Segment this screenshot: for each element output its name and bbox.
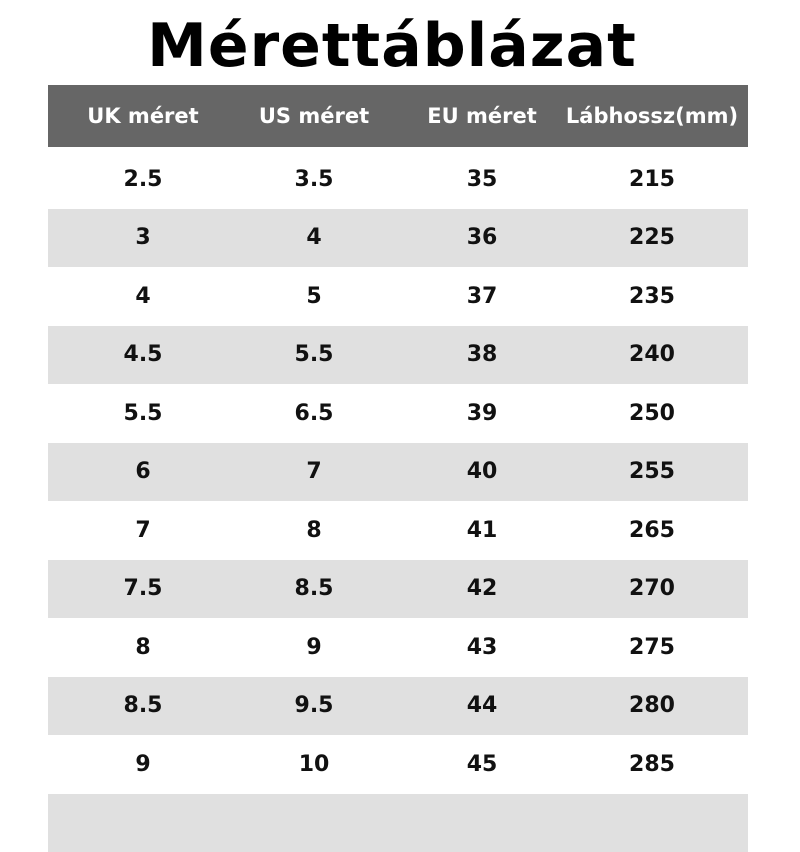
eu-size-cell: 41 bbox=[467, 518, 498, 543]
foot-length-cell: 240 bbox=[629, 342, 675, 367]
page-title: Mérettáblázat bbox=[0, 6, 784, 86]
eu-size-cell: 44 bbox=[467, 693, 498, 718]
foot-length-cell: 250 bbox=[629, 401, 675, 426]
header-foot-length: Lábhossz(mm) bbox=[566, 104, 738, 128]
uk-size-cell: 2.5 bbox=[124, 167, 163, 192]
uk-size-cell: 7 bbox=[135, 518, 150, 543]
table-row: 8 9 43 275 bbox=[48, 618, 748, 677]
table-row: 7.5 8.5 42 270 bbox=[48, 560, 748, 619]
us-size-cell: 8.5 bbox=[295, 576, 334, 601]
eu-size-cell: 36 bbox=[467, 225, 498, 250]
us-size-cell: 6.5 bbox=[295, 401, 334, 426]
uk-size-cell: 6 bbox=[135, 459, 150, 484]
size-table: UK méret US méret EU méret Lábhossz(mm) … bbox=[48, 85, 748, 852]
foot-length-cell: 285 bbox=[629, 752, 675, 777]
table-row: 5.5 6.5 39 250 bbox=[48, 384, 748, 443]
table-header: UK méret US méret EU méret Lábhossz(mm) bbox=[48, 85, 748, 147]
uk-size-cell: 5.5 bbox=[124, 401, 163, 426]
uk-size-cell: 9 bbox=[135, 752, 150, 777]
us-size-cell: 9 bbox=[306, 635, 321, 660]
us-size-cell: 7 bbox=[306, 459, 321, 484]
uk-size-cell: 7.5 bbox=[124, 576, 163, 601]
us-size-cell: 8 bbox=[306, 518, 321, 543]
uk-size-cell: 8 bbox=[135, 635, 150, 660]
table-row: 8.5 9.5 44 280 bbox=[48, 677, 748, 736]
foot-length-cell: 265 bbox=[629, 518, 675, 543]
foot-length-cell: 215 bbox=[629, 167, 675, 192]
eu-size-cell: 43 bbox=[467, 635, 498, 660]
us-size-cell: 10 bbox=[299, 752, 330, 777]
foot-length-cell: 255 bbox=[629, 459, 675, 484]
foot-length-cell: 235 bbox=[629, 284, 675, 309]
eu-size-cell: 42 bbox=[467, 576, 498, 601]
foot-length-cell: 280 bbox=[629, 693, 675, 718]
foot-length-cell: 275 bbox=[629, 635, 675, 660]
header-uk: UK méret bbox=[87, 104, 198, 128]
us-size-cell: 3.5 bbox=[295, 167, 334, 192]
foot-length-cell: 225 bbox=[629, 225, 675, 250]
table-row: 4 5 37 235 bbox=[48, 267, 748, 326]
eu-size-cell: 37 bbox=[467, 284, 498, 309]
eu-size-cell: 45 bbox=[467, 752, 498, 777]
table-row: 7 8 41 265 bbox=[48, 501, 748, 560]
us-size-cell: 9.5 bbox=[295, 693, 334, 718]
table-row: 3 4 36 225 bbox=[48, 209, 748, 268]
table-row: 9 10 45 285 bbox=[48, 735, 748, 794]
uk-size-cell: 8.5 bbox=[124, 693, 163, 718]
us-size-cell: 5.5 bbox=[295, 342, 334, 367]
header-eu: EU méret bbox=[427, 104, 536, 128]
foot-length-cell: 270 bbox=[629, 576, 675, 601]
uk-size-cell: 3 bbox=[135, 225, 150, 250]
table-row bbox=[48, 794, 748, 852]
table-row: 2.5 3.5 35 215 bbox=[48, 150, 748, 209]
table-row: 6 7 40 255 bbox=[48, 443, 748, 502]
us-size-cell: 4 bbox=[306, 225, 321, 250]
us-size-cell: 5 bbox=[306, 284, 321, 309]
eu-size-cell: 40 bbox=[467, 459, 498, 484]
eu-size-cell: 38 bbox=[467, 342, 498, 367]
eu-size-cell: 35 bbox=[467, 167, 498, 192]
uk-size-cell: 4.5 bbox=[124, 342, 163, 367]
uk-size-cell: 4 bbox=[135, 284, 150, 309]
header-us: US méret bbox=[259, 104, 369, 128]
eu-size-cell: 39 bbox=[467, 401, 498, 426]
table-row: 4.5 5.5 38 240 bbox=[48, 326, 748, 385]
